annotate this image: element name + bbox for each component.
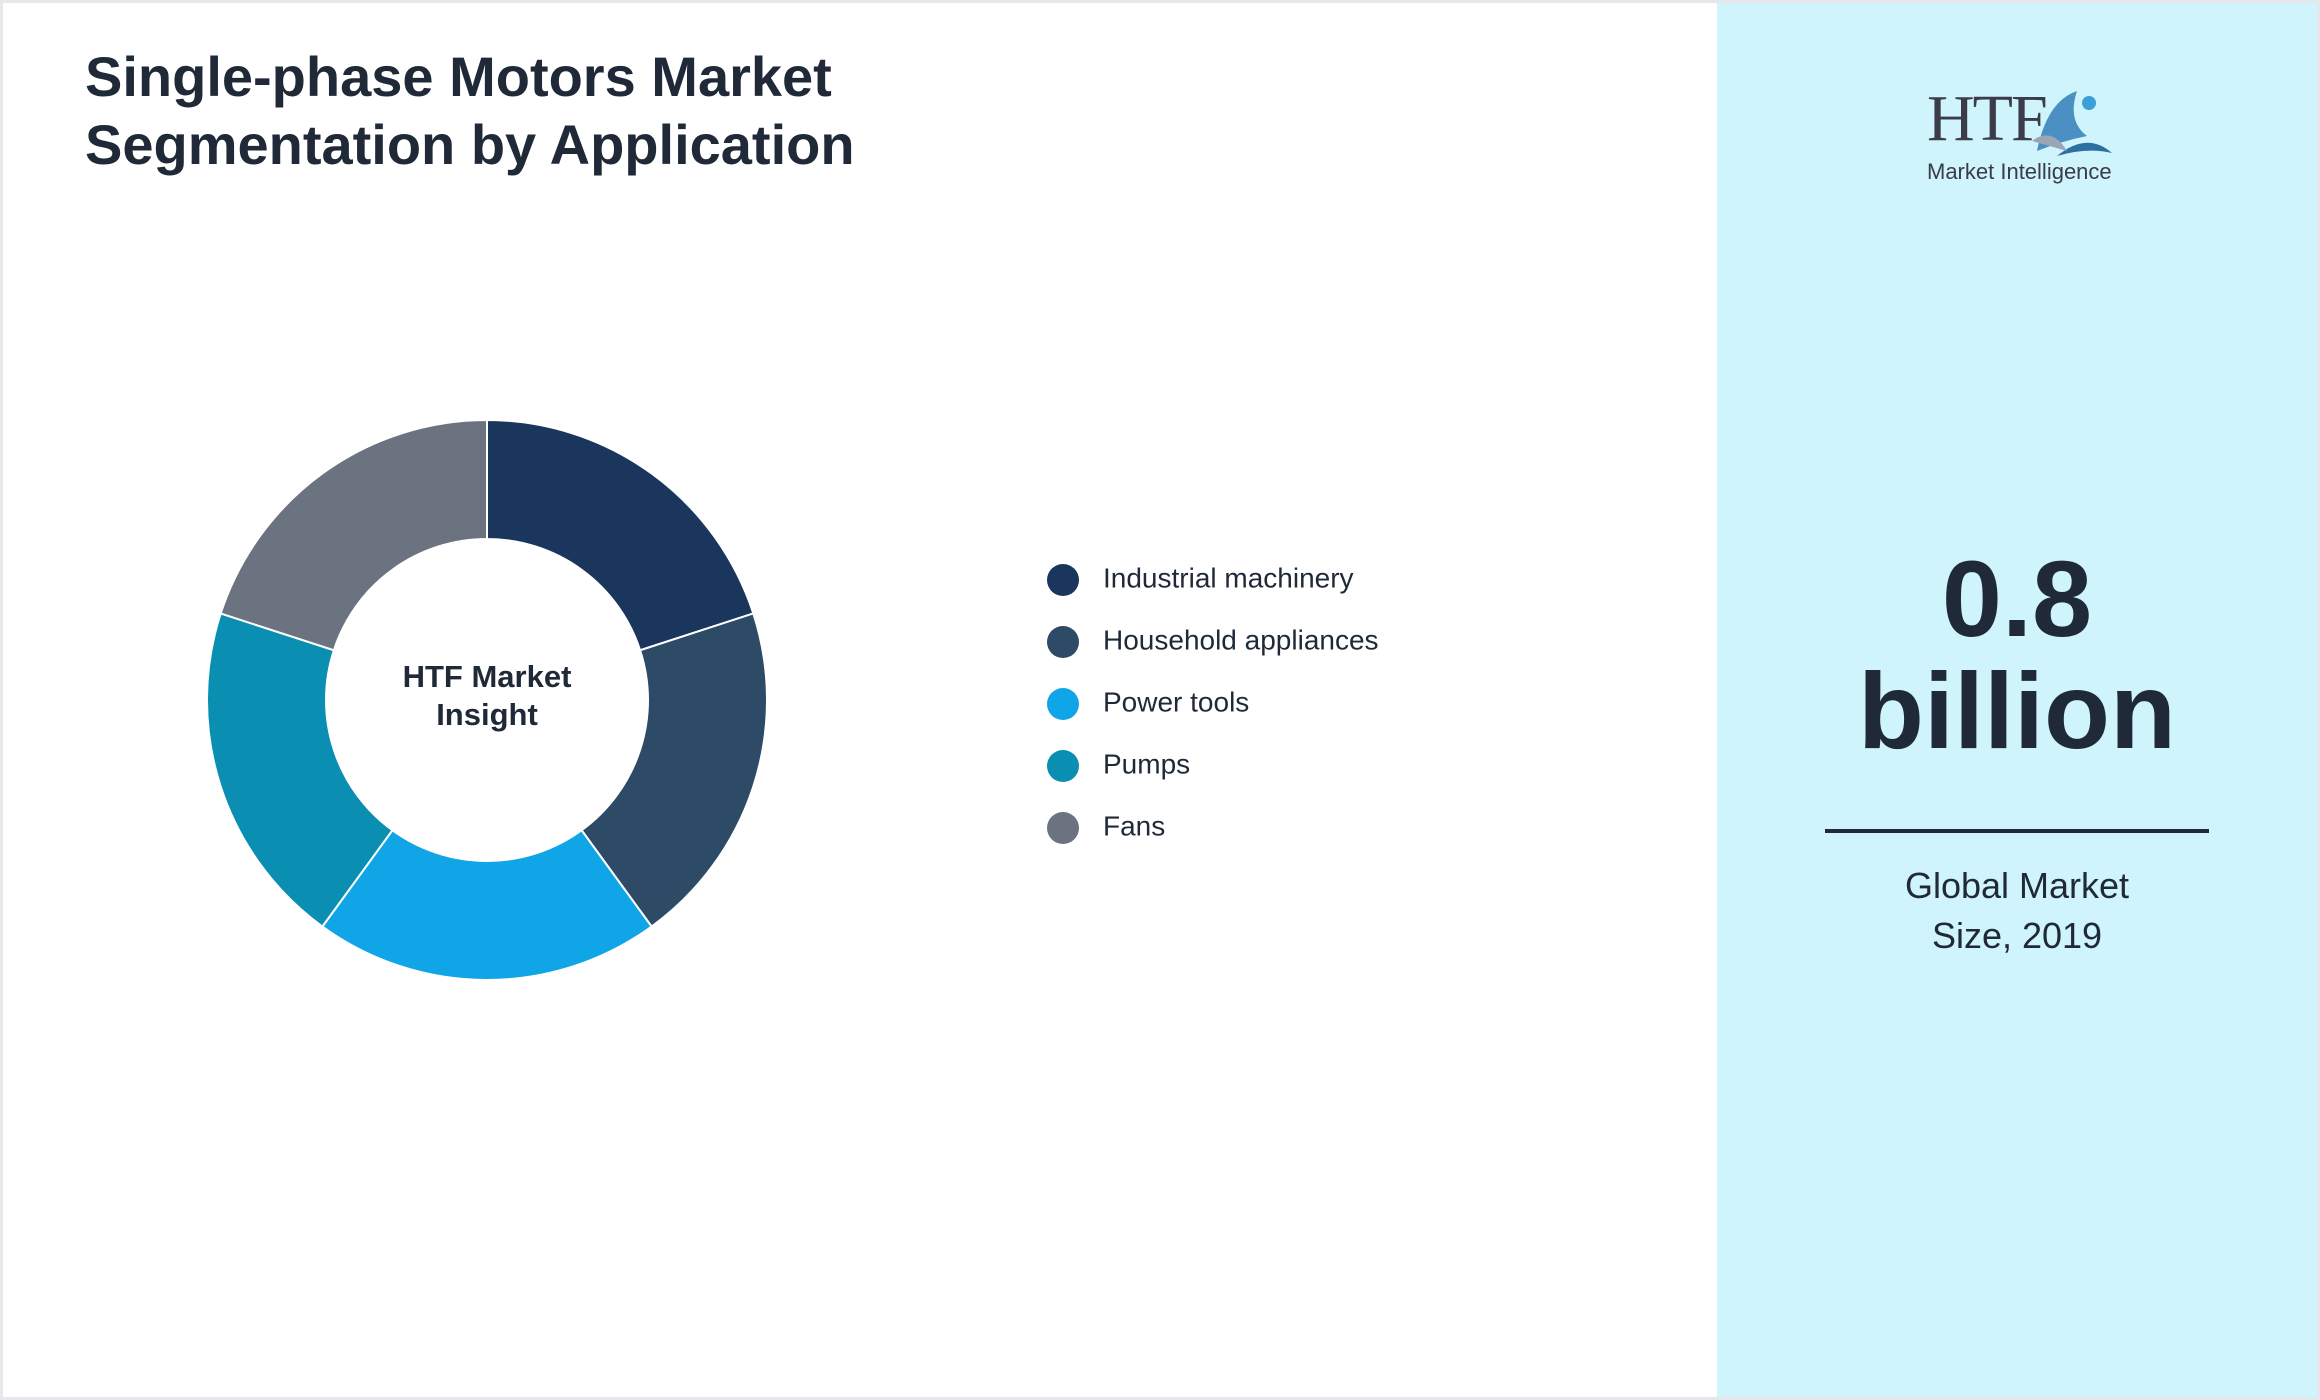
legend-marker	[1047, 812, 1079, 844]
chart: Industrial machinery Household appliances…	[206, 418, 1379, 982]
legend-marker	[1047, 564, 1079, 596]
legend-label: Household appliances	[1103, 624, 1379, 655]
donut-segment	[486, 418, 755, 652]
center-label: HTF Market Insight	[402, 659, 572, 732]
legend-marker	[1047, 750, 1079, 782]
divider	[1825, 829, 2209, 833]
stat-number: 0.8	[1941, 538, 2093, 659]
legend-label: Fans	[1103, 810, 1165, 841]
stat-value: 0.8 billion	[1717, 543, 2317, 767]
stat-unit: billion	[1858, 650, 2176, 771]
legend-marker	[1047, 626, 1079, 658]
chart-title: Single-phase Motors Market Segmentation …	[85, 45, 855, 176]
donut-segment	[580, 612, 768, 928]
donut-segment	[219, 418, 488, 652]
donut-segment	[206, 612, 394, 928]
logo-name: HTF	[1927, 82, 2048, 155]
legend-label: Industrial machinery	[1103, 562, 1354, 593]
legend-marker	[1047, 688, 1079, 720]
logo-tagline: Market Intelligence	[1927, 159, 2112, 184]
logo-art	[2032, 91, 2112, 156]
legend-label: Power tools	[1103, 686, 1249, 717]
legend-label: Pumps	[1103, 748, 1190, 779]
stat-caption: Global Market Size, 2019	[1904, 865, 2130, 956]
donut-segment	[321, 828, 653, 982]
side-panel: HTF Market Intelligence 0.8 billion Glob…	[1717, 3, 2317, 1397]
